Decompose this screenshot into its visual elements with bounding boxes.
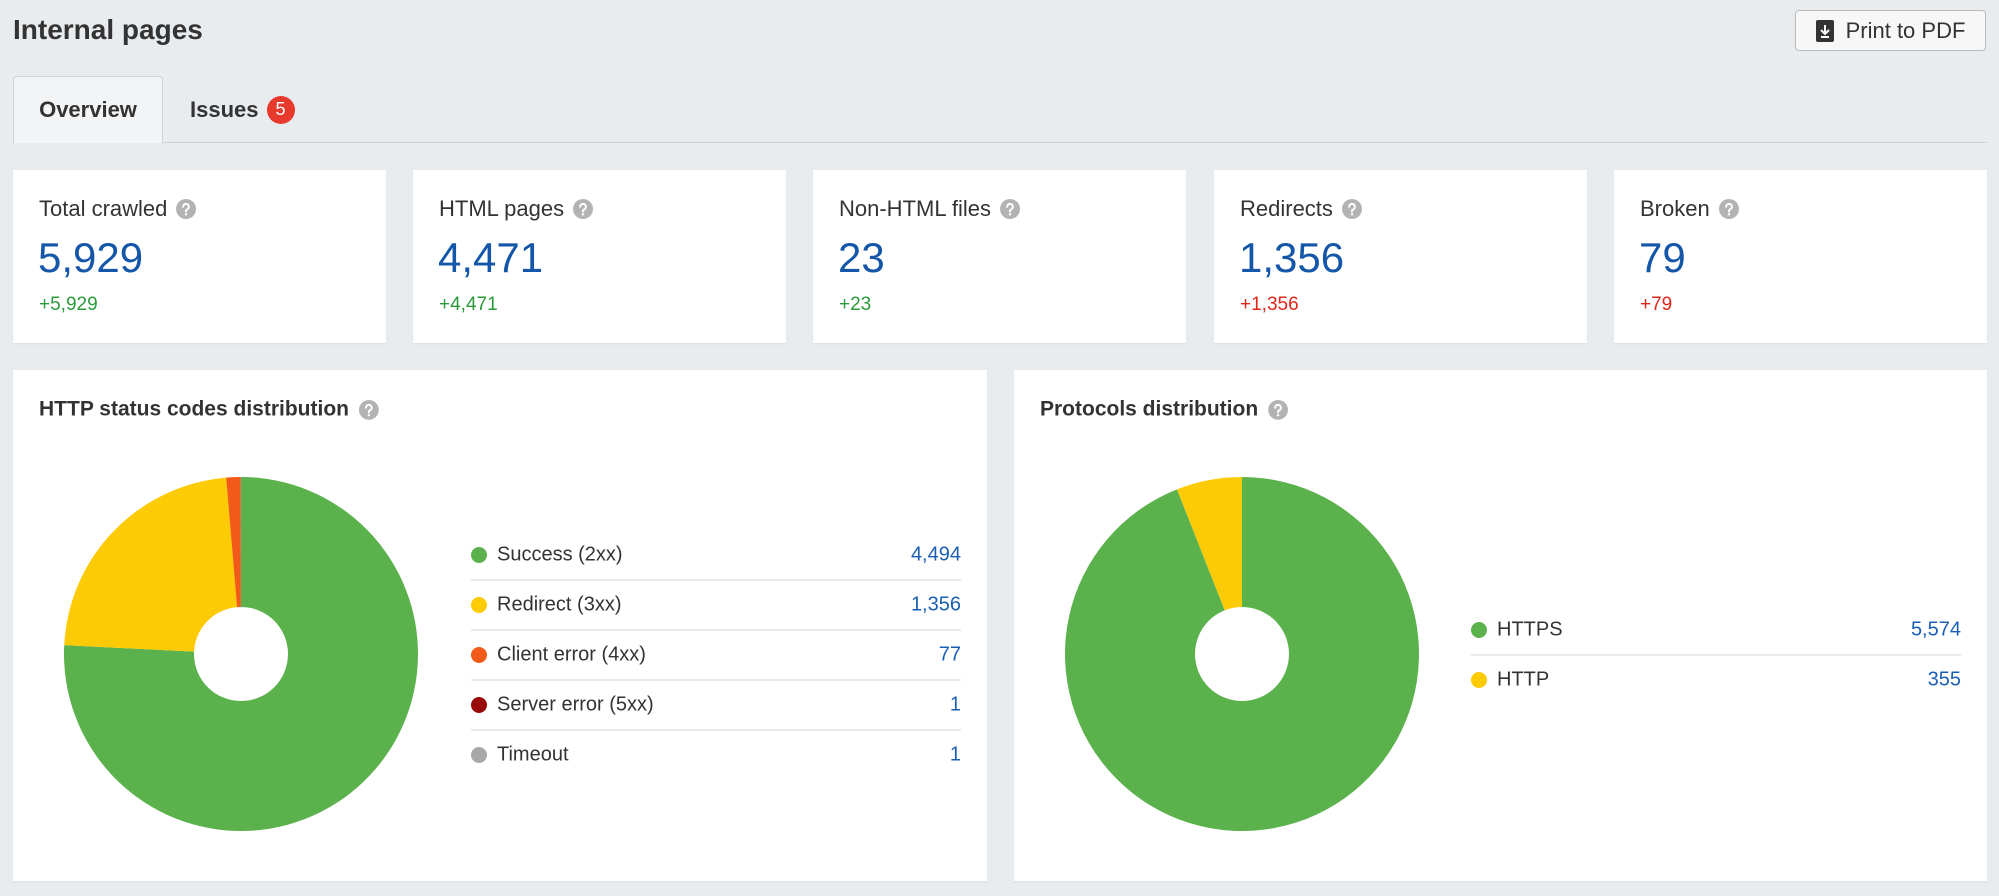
help-icon[interactable] — [573, 199, 594, 219]
page-title: Internal pages — [13, 14, 203, 45]
card-change: +5,929 — [39, 294, 98, 315]
tab-issues[interactable]: Issues 5 — [190, 76, 295, 143]
card-value: 79 — [1639, 234, 1686, 281]
help-icon — [358, 400, 379, 420]
legend-value: 1 — [950, 693, 961, 715]
card-label: Non-HTML files — [839, 196, 991, 221]
stat-card: Total crawled 5,929 +5,929 — [13, 170, 386, 343]
legend-label: Server error (5xx) — [497, 693, 654, 715]
card-label-row: Total crawled — [39, 196, 197, 222]
card-value: 23 — [838, 234, 885, 281]
card-label-row: Non-HTML files — [839, 196, 1020, 222]
legend-value: 77 — [939, 643, 961, 665]
pie-slice — [1176, 477, 1242, 654]
stat-card: Non-HTML files 23 +23 — [813, 170, 1186, 343]
chart-title: HTTP status codes distribution — [39, 398, 349, 421]
help-icon — [1268, 400, 1288, 420]
stat-card: HTML pages 4,471 +4,471 — [413, 170, 786, 343]
legend-value: 355 — [1928, 668, 1961, 690]
card-change: +4,471 — [439, 294, 498, 315]
legend-dot — [1471, 622, 1487, 638]
legend-label: Redirect (3xx) — [497, 593, 621, 615]
help-icon[interactable] — [1000, 199, 1020, 219]
legend-label: Success (2xx) — [497, 543, 623, 565]
card-change: +23 — [839, 294, 872, 315]
stat-card: Redirects 1,356 +1,356 — [1214, 170, 1587, 343]
card-value: 1,356 — [1239, 234, 1345, 281]
card-label: Total crawled — [39, 196, 168, 221]
legend-dot — [471, 597, 487, 613]
tab-line — [13, 142, 1987, 143]
legend-dot — [471, 547, 487, 563]
card-value: 4,471 — [438, 234, 544, 281]
legend-value: 4,494 — [911, 543, 961, 565]
help-icon[interactable] — [1341, 199, 1362, 219]
legend-dot — [471, 647, 487, 663]
button-label: Print to PDF — [1845, 17, 1966, 43]
tab-label: Issues — [190, 96, 259, 122]
card-label-row: Redirects — [1240, 196, 1362, 222]
donut-hole — [1195, 607, 1289, 701]
card-change: +1,356 — [1240, 294, 1299, 315]
legend-value: 5,574 — [1911, 618, 1961, 640]
pie-slice — [64, 477, 241, 654]
help-icon[interactable] — [1718, 199, 1739, 219]
legend-label: HTTPS — [1497, 618, 1563, 640]
donut-hole — [194, 607, 288, 701]
print-button[interactable]: Print to PDF — [1795, 10, 1986, 51]
legend-value: 1 — [950, 743, 961, 765]
stat-card: Broken 79 +79 — [1614, 170, 1987, 343]
legend-dot — [471, 697, 487, 713]
issues-badge: 5 — [266, 95, 295, 124]
help-icon[interactable] — [176, 199, 197, 219]
card-label: HTML pages — [439, 196, 565, 221]
legend-dot — [1471, 672, 1487, 688]
tab-label: Overview — [39, 97, 137, 122]
chart-title: Protocols distribution — [1040, 398, 1258, 421]
card-change: +79 — [1640, 294, 1673, 315]
legend-label: Timeout — [497, 743, 569, 765]
legend-label: HTTP — [1497, 668, 1549, 690]
legend-dot — [471, 747, 487, 763]
card-value: 5,929 — [38, 234, 144, 281]
card-label-row: HTML pages — [439, 196, 594, 222]
card-label: Redirects — [1240, 196, 1333, 221]
download-icon — [1815, 19, 1834, 42]
tab-overview[interactable]: Overview — [13, 76, 163, 143]
legend-label: Client error (4xx) — [497, 643, 646, 665]
card-label-row: Broken — [1640, 196, 1739, 222]
card-label: Broken — [1640, 196, 1710, 221]
legend-value: 1,356 — [911, 593, 961, 615]
